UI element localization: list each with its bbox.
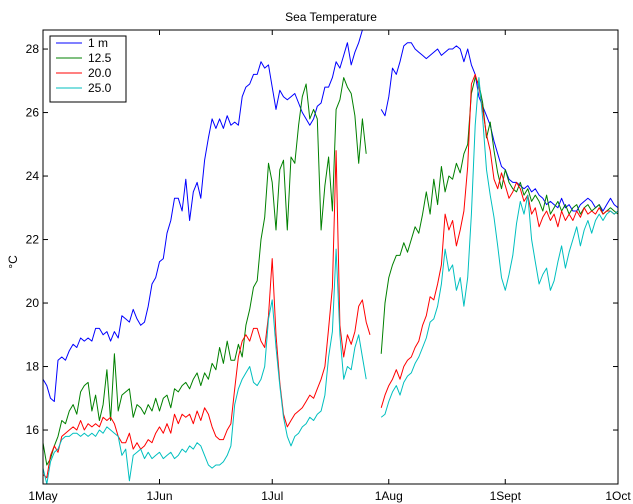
plot-area: 16 18 20 22 24 26 28 1May 1Jun 1Jul 1Aug 1Sept 1Oct	[26, 29, 631, 503]
x-tick-label: 1Oct	[605, 489, 631, 503]
y-tick-label: 20	[26, 296, 40, 310]
y-tick-label: 18	[26, 360, 40, 374]
legend-label: 20.0	[88, 66, 112, 80]
x-tick-label: 1Aug	[375, 489, 403, 503]
x-tick-label: 1Sept	[490, 489, 522, 503]
y-tick-label: 28	[26, 42, 40, 56]
x-tick-label: 1Jul	[261, 489, 283, 503]
legend: 1 m12.520.025.0	[49, 35, 127, 103]
x-tick-label: 1Jun	[146, 489, 172, 503]
y-tick-label: 22	[26, 233, 40, 247]
axes-frame	[42, 29, 619, 485]
x-tick-label: 1May	[28, 489, 57, 503]
legend-label: 1 m	[88, 36, 108, 50]
series-line-25-0-segment-1	[43, 248, 367, 484]
y-tick-label: 26	[26, 106, 40, 120]
series-lines	[43, 30, 618, 484]
series-line-1-m-segment-2	[380, 42, 618, 212]
legend-label: 12.5	[88, 51, 112, 65]
y-tick-label: 24	[26, 169, 40, 183]
legend-box	[49, 35, 127, 103]
legend-label: 25.0	[88, 81, 112, 95]
series-line-20-0-segment-1	[43, 150, 371, 479]
series-line-20-0-segment-2	[380, 73, 618, 408]
chart-title: Sea Temperature	[285, 10, 377, 24]
series-line-12-5-segment-1	[43, 77, 367, 466]
y-axis-label: °C	[6, 255, 20, 269]
series-line-25-0-segment-2	[380, 77, 618, 418]
y-tick-label: 16	[26, 423, 40, 437]
series-line-1-m-segment-1	[43, 30, 363, 402]
